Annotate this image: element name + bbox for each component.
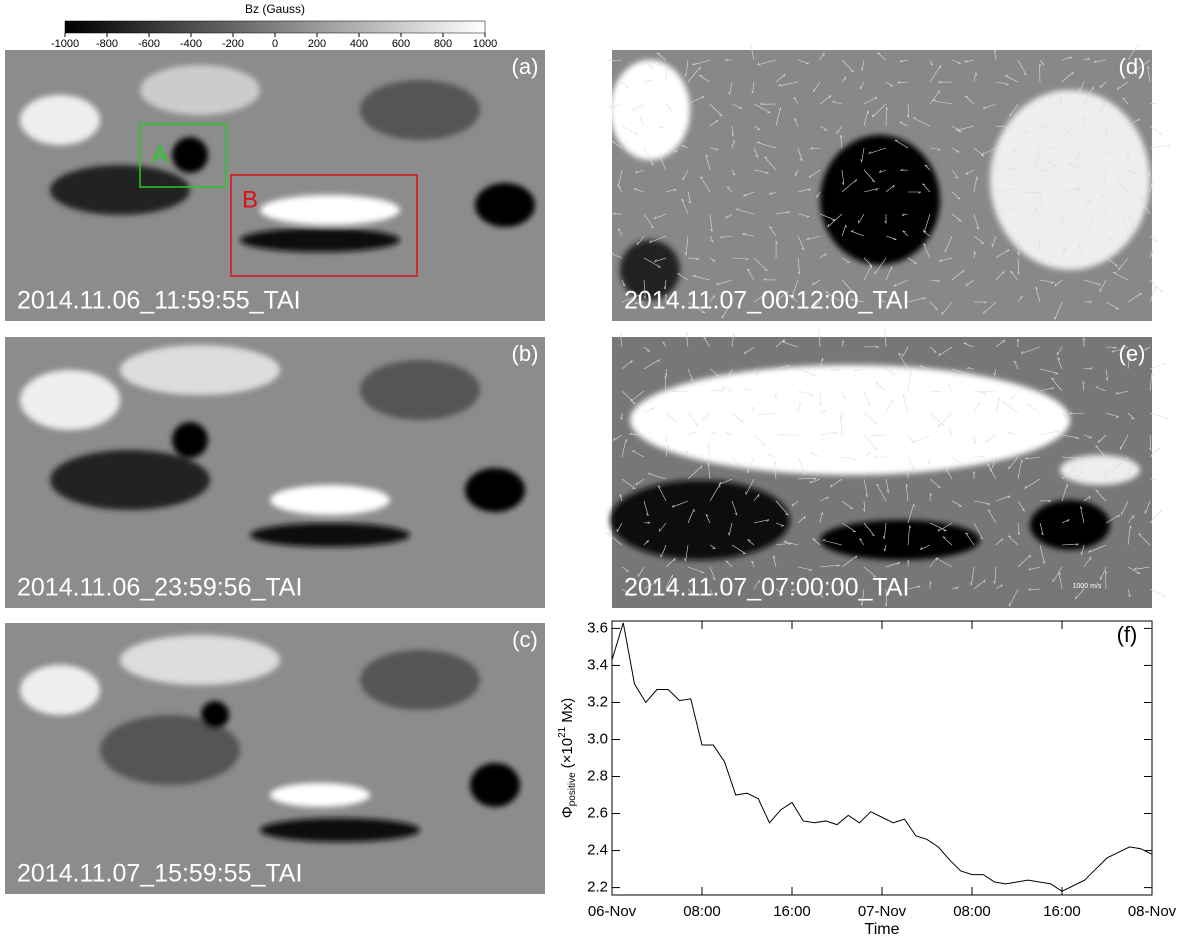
colorbar-tick-label: -1000: [51, 38, 79, 50]
timestamp: 2014.11.07_15:59:55_TAI: [17, 860, 302, 888]
y-tick-label: 3.0: [587, 730, 608, 747]
velocity-scale: 1000 m/s: [1073, 583, 1102, 590]
panel-label: (c): [512, 627, 538, 652]
colorbar-tick-label: 600: [392, 38, 410, 50]
y-tick-label: 2.6: [587, 805, 608, 822]
colorbar-tick-label: -800: [96, 38, 118, 50]
x-tick-label: 16:00: [773, 903, 811, 920]
x-tick-label: 08:00: [953, 903, 991, 920]
panel-a: A B: [5, 50, 545, 321]
timestamp: 2014.11.06_23:59:56_TAI: [17, 574, 302, 602]
panel-e: 1000 m/s: [606, 328, 1168, 608]
colorbar-tick-label: -600: [138, 38, 160, 50]
colorbar-tick-label: 1000: [473, 38, 497, 50]
colorbar-ticks: -1000 -800 -600 -400 -200 0 200 400 600 800 1000: [51, 33, 497, 50]
colorbar-tick-label: -200: [222, 38, 244, 50]
chart: (f) Time Φpositive(×1021Mx) 2.2 2.4 2.6 2.8…: [557, 619, 1177, 938]
y-tick-label: 3.4: [587, 656, 608, 673]
colorbar-tick-label: 200: [308, 38, 326, 50]
x-tick-label: 16:00: [1043, 903, 1081, 920]
x-tick-label: 06-Nov: [588, 903, 637, 920]
panel-d: [608, 44, 1169, 321]
colorbar-tick-label: 800: [434, 38, 452, 50]
panel-c: [5, 623, 545, 894]
box-label: A: [152, 141, 168, 168]
timestamp: 2014.11.07_00:12:00_TAI: [624, 287, 909, 315]
panel-label: (f): [1117, 622, 1138, 647]
panel-label: (d): [1119, 54, 1146, 79]
y-tick-label: 2.2: [587, 879, 608, 896]
panel-b: [5, 337, 545, 608]
x-tick-label: 08-Nov: [1128, 903, 1177, 920]
y-tick-label: 3.6: [587, 619, 608, 636]
colorbar-tick-label: 400: [350, 38, 368, 50]
x-tick-label: 08:00: [683, 903, 721, 920]
data-line: [612, 623, 1152, 891]
colorbar-title: Bz (Gauss): [245, 2, 305, 16]
y-tick-label: 2.4: [587, 842, 608, 859]
box-label: B: [242, 186, 258, 213]
colorbar-tick-label: 0: [272, 38, 278, 50]
panel-label: (e): [1119, 341, 1146, 366]
y-axis-title: Φpositive(×1021Mx): [557, 698, 578, 818]
colorbar: [65, 21, 485, 33]
x-tick-label: 07-Nov: [858, 903, 907, 920]
x-axis-title: Time: [865, 921, 900, 938]
timestamp: 2014.11.07_07:00:00_TAI: [624, 574, 909, 602]
plot-frame: [612, 621, 1152, 895]
panel-label: (b): [512, 341, 539, 366]
y-tick-label: 3.2: [587, 693, 608, 710]
panel-label: (a): [512, 54, 539, 79]
colorbar-tick-label: -400: [180, 38, 202, 50]
timestamp: 2014.11.06_11:59:55_TAI: [17, 287, 301, 315]
y-tick-label: 2.8: [587, 767, 608, 784]
